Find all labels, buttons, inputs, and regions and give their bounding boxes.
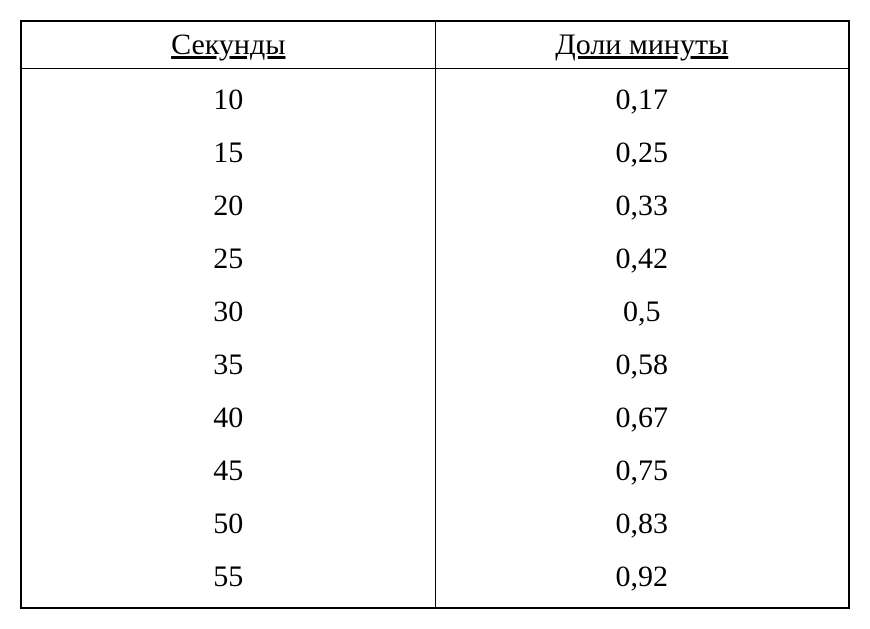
cell-fraction: 0,5 (435, 285, 849, 338)
cell-fraction: 0,42 (435, 232, 849, 285)
table-body: 10 0,17 15 0,25 20 0,33 25 0,42 30 0,5 3… (21, 69, 849, 609)
table-row: 45 0,75 (21, 444, 849, 497)
table-row: 35 0,58 (21, 338, 849, 391)
cell-seconds: 45 (21, 444, 435, 497)
cell-fraction: 0,75 (435, 444, 849, 497)
conversion-table: Секунды Доли минуты 10 0,17 15 0,25 20 0… (20, 20, 850, 609)
cell-fraction: 0,67 (435, 391, 849, 444)
table-row: 25 0,42 (21, 232, 849, 285)
cell-seconds: 55 (21, 550, 435, 608)
conversion-table-container: Секунды Доли минуты 10 0,17 15 0,25 20 0… (20, 20, 850, 609)
cell-fraction: 0,33 (435, 179, 849, 232)
cell-seconds: 40 (21, 391, 435, 444)
cell-fraction: 0,17 (435, 69, 849, 127)
table-row: 30 0,5 (21, 285, 849, 338)
cell-seconds: 10 (21, 69, 435, 127)
cell-fraction: 0,58 (435, 338, 849, 391)
table-row: 15 0,25 (21, 126, 849, 179)
cell-fraction: 0,92 (435, 550, 849, 608)
cell-seconds: 25 (21, 232, 435, 285)
column-header-seconds: Секунды (21, 21, 435, 69)
cell-seconds: 20 (21, 179, 435, 232)
cell-seconds: 35 (21, 338, 435, 391)
cell-seconds: 30 (21, 285, 435, 338)
cell-seconds: 15 (21, 126, 435, 179)
table-row: 40 0,67 (21, 391, 849, 444)
table-row: 20 0,33 (21, 179, 849, 232)
table-header-row: Секунды Доли минуты (21, 21, 849, 69)
column-header-fractions: Доли минуты (435, 21, 849, 69)
table-row: 10 0,17 (21, 69, 849, 127)
table-row: 55 0,92 (21, 550, 849, 608)
cell-fraction: 0,25 (435, 126, 849, 179)
